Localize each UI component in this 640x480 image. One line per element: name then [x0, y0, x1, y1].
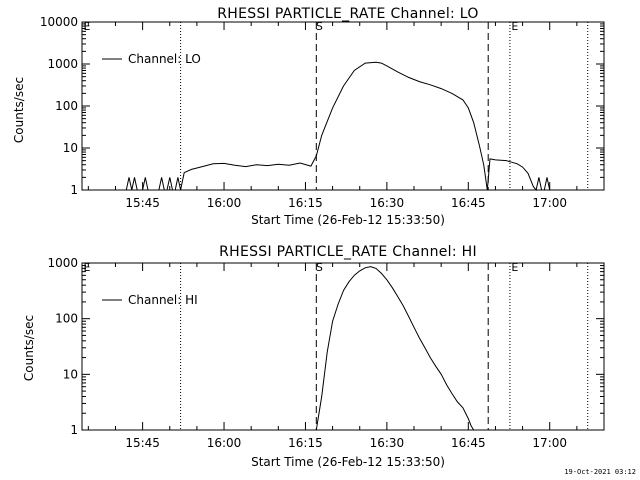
chart-title-lo: RHESSI PARTICLE_RATE Channel: LO: [217, 6, 478, 22]
x-tick-label: 16:00: [207, 436, 242, 450]
legend-label: Channel: LO: [128, 52, 201, 66]
end-marker-label: E: [511, 261, 518, 274]
x-tick-label: 15:45: [125, 436, 160, 450]
x-tick-label: 16:30: [370, 436, 405, 450]
y-axis-label-hi: Counts/sec: [22, 315, 36, 381]
y-tick-label: 10: [63, 141, 78, 155]
x-tick-label: 16:45: [451, 436, 486, 450]
x-tick-label: 17:00: [532, 196, 567, 210]
generation-timestamp: 19-Oct-2021 03:12: [564, 468, 636, 476]
x-tick-label: 15:45: [125, 196, 160, 210]
plot-frame: [81, 262, 605, 431]
y-tick-label: 10000: [40, 15, 78, 29]
y-tick-label: 1: [70, 183, 78, 197]
y-tick-label: 100: [55, 312, 78, 326]
x-tick-label: 16:00: [207, 196, 242, 210]
y-tick-label: 100: [55, 99, 78, 113]
x-tick-label: 17:00: [532, 436, 567, 450]
x-tick-label: 16:45: [451, 196, 486, 210]
plot-area-hi: 15:45 16:00 16:15 16:30 16:45 17:00 1 10 100 1000…: [47, 256, 605, 450]
legend-label: Channel: HI: [128, 293, 198, 307]
y-axis-label-lo: Counts/sec: [12, 77, 26, 143]
edge-marker-label: E: [84, 20, 91, 33]
end-marker-label: E: [511, 20, 518, 33]
series-line: [315, 266, 475, 431]
y-tick-label: 1000: [47, 57, 78, 71]
chart-title-hi: RHESSI PARTICLE_RATE Channel: HI: [219, 244, 477, 260]
y-tick-label: 1000: [47, 256, 78, 270]
x-axis-label-hi: Start Time (26-Feb-12 15:33:50): [251, 455, 445, 469]
x-tick-label: 16:15: [288, 436, 323, 450]
chart-panel-lo: RHESSI PARTICLE_RATE Channel: LO 15:45 16…: [12, 6, 605, 227]
x-tick-label: 16:15: [288, 196, 323, 210]
start-marker-label: S: [316, 20, 323, 33]
start-marker-label: S: [316, 261, 323, 274]
chart-panel-hi: RHESSI PARTICLE_RATE Channel: HI 15:45 16…: [22, 244, 605, 469]
series-line: [125, 61, 556, 192]
x-tick-label: 16:30: [370, 196, 405, 210]
edge-marker-label: E: [84, 261, 91, 274]
y-tick-label: 1: [70, 423, 78, 437]
y-tick-label: 10: [63, 367, 78, 381]
x-axis-label-lo: Start Time (26-Feb-12 15:33:50): [251, 213, 445, 227]
plot-area-lo: 15:45 16:00 16:15 16:30 16:45 17:00 1 10 100 1000…: [40, 15, 605, 210]
